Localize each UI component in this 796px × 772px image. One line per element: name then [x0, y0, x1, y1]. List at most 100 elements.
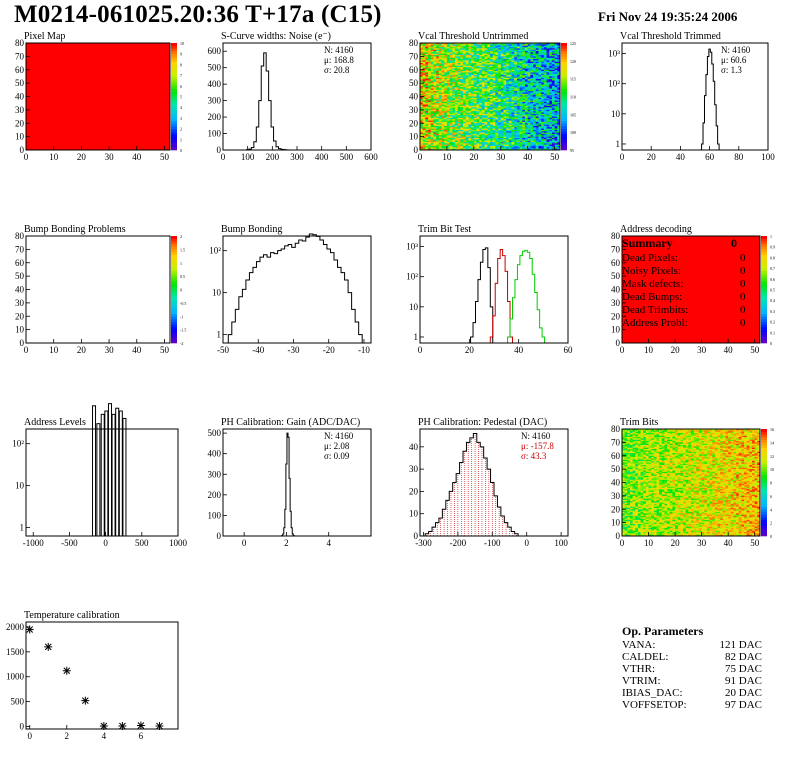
- heatmap-cell: [500, 83, 504, 85]
- heatmap-cell: [498, 60, 502, 63]
- heatmap-cell: [525, 75, 528, 77]
- heatmap-cell: [455, 56, 458, 59]
- heatmap-cell: [433, 121, 437, 124]
- heatmap-cell: [622, 494, 625, 497]
- heatmap-cell: [554, 55, 558, 57]
- heatmap-cell: [495, 140, 499, 143]
- heatmap-cell: [428, 68, 432, 71]
- heatmap-cell: [473, 56, 477, 59]
- heatmap-cell: [533, 71, 537, 73]
- heatmap-cell: [436, 144, 440, 147]
- heatmap-cell: [468, 88, 472, 91]
- heatmap-cell: [438, 65, 442, 68]
- y-tick-label: 50: [409, 78, 419, 88]
- color-scale-step: [171, 300, 177, 304]
- heatmap-cell: [495, 139, 499, 141]
- heatmap-cell: [525, 64, 528, 67]
- heatmap-cell: [441, 145, 445, 148]
- heatmap-cell: [525, 128, 528, 131]
- heatmap-cell: [508, 148, 512, 151]
- heatmap-cell: [535, 72, 539, 75]
- heatmap-cell: [498, 108, 502, 111]
- heatmap-cell: [508, 107, 512, 109]
- heatmap-cell: [514, 56, 518, 59]
- heatmap-cell: [495, 147, 499, 149]
- color-scale-step: [171, 80, 177, 84]
- color-scale-tick-label: 110: [570, 95, 576, 100]
- heatmap-cell: [519, 65, 523, 68]
- heatmap-cell: [511, 113, 515, 116]
- heatmap-cell: [463, 135, 467, 137]
- heatmap-cell: [452, 129, 456, 132]
- heatmap-cell: [541, 133, 545, 136]
- heatmap-cell: [551, 141, 555, 144]
- heatmap-cell: [468, 139, 472, 141]
- color-scale-step: [171, 340, 177, 344]
- heatmap-cell: [508, 111, 512, 113]
- color-scale-step: [171, 262, 177, 266]
- heatmap-cell: [481, 47, 485, 49]
- x-tick-label: 50: [750, 345, 760, 355]
- heatmap-cell: [476, 71, 480, 73]
- heatmap-cell: [436, 89, 440, 92]
- heatmap-cell: [541, 115, 545, 117]
- heatmap-cell: [498, 88, 502, 91]
- heatmap-cell: [498, 93, 502, 96]
- heatmap-cell: [551, 67, 555, 69]
- heatmap-cell: [500, 111, 504, 113]
- heatmap-cell: [554, 96, 558, 99]
- heatmap-cell: [506, 79, 510, 81]
- heatmap-cell: [498, 61, 502, 64]
- heatmap-cell: [452, 85, 456, 88]
- heatmap-cell: [519, 132, 523, 135]
- heatmap-cell: [487, 56, 491, 59]
- heatmap-cell: [484, 104, 488, 107]
- heatmap-cell: [422, 116, 426, 119]
- heatmap-cell: [468, 119, 472, 121]
- ph-gain-chart: PH Calibration: Gain (ADC/DAC)0 2 40100200…: [208, 417, 372, 548]
- heatmap-cell: [476, 68, 480, 71]
- heatmap-cell: [425, 53, 429, 56]
- heatmap-cell: [476, 85, 480, 88]
- heatmap-cell: [463, 117, 467, 120]
- heatmap-cell: [549, 81, 553, 84]
- heatmap-cell: [622, 531, 625, 534]
- heatmap-cell: [465, 85, 469, 88]
- heatmap-cell: [527, 85, 531, 88]
- heatmap-cell: [549, 48, 553, 50]
- heatmap-cell: [444, 93, 448, 96]
- heatmap-cell: [457, 112, 461, 115]
- heatmap-cell: [465, 115, 469, 117]
- heatmap-cell: [551, 136, 555, 139]
- heatmap-cell: [425, 99, 429, 101]
- heatmap-cell: [500, 141, 504, 144]
- heatmap-cell: [500, 127, 504, 129]
- heatmap-cell: [452, 80, 456, 83]
- heatmap-cell: [522, 80, 526, 83]
- color-scale-step: [171, 260, 177, 264]
- heatmap-cell: [471, 60, 475, 63]
- heatmap-cell: [444, 112, 448, 115]
- color-scale-step: [171, 141, 177, 145]
- heatmap-cell: [436, 109, 440, 112]
- heatmap-cell: [449, 49, 453, 52]
- heatmap-cell: [484, 105, 488, 108]
- heatmap-cell: [468, 105, 472, 108]
- heatmap-cell: [495, 72, 499, 75]
- heatmap-cell: [444, 97, 448, 100]
- heatmap-cell: [535, 111, 539, 113]
- y-tick-label: 10: [15, 132, 25, 142]
- heatmap-cell: [481, 137, 485, 140]
- heatmap-cell: [484, 76, 488, 79]
- heatmap-cell: [441, 87, 445, 89]
- heatmap-cell: [490, 133, 493, 136]
- heatmap-cell: [554, 141, 558, 144]
- heatmap-cell: [487, 93, 491, 96]
- heatmap-cell: [503, 133, 507, 136]
- heatmap-cell: [527, 51, 531, 53]
- heatmap-cell: [508, 137, 512, 140]
- heatmap-cell: [436, 75, 440, 77]
- heatmap-cell: [535, 53, 539, 56]
- heatmap-cell: [525, 139, 528, 141]
- heatmap-cell: [503, 124, 507, 127]
